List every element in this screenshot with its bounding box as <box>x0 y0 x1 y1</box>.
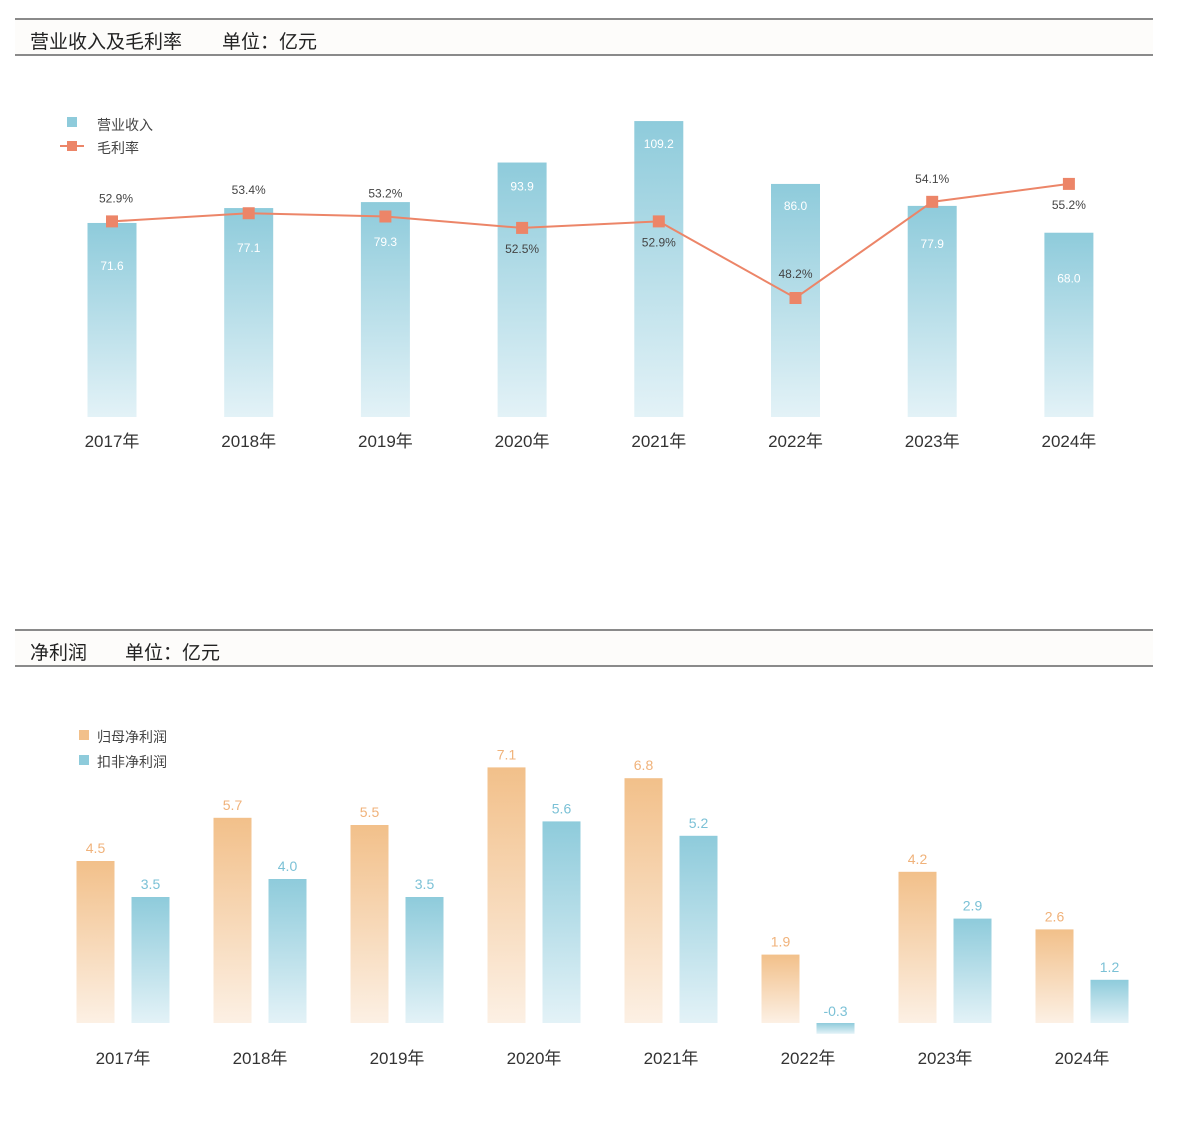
net-profit-bar <box>487 767 526 1023</box>
gross-margin-value-label: 53.4% <box>232 183 266 197</box>
x-tick-label: 2018年 <box>221 432 276 451</box>
x-tick-label: 2023年 <box>918 1049 973 1068</box>
gross-margin-line <box>111 182 1070 300</box>
x-tick-label: 2022年 <box>768 432 823 451</box>
revenue-value-label: 71.6 <box>100 259 124 273</box>
net-profit-value-label: 4.5 <box>86 840 106 856</box>
gross-margin-value-label: 54.1% <box>915 172 949 186</box>
revenue-value-label: 93.9 <box>510 180 534 194</box>
net-profit-bar <box>76 861 115 1023</box>
gross-margin-value-label: 52.5% <box>505 242 539 256</box>
revenue-bar <box>87 222 137 417</box>
gross-margin-value-label: 53.2% <box>368 187 402 201</box>
x-tick-label: 2020年 <box>507 1049 562 1068</box>
net-profit-value-label: 1.9 <box>771 934 791 950</box>
gross-margin-marker <box>1062 177 1075 190</box>
x-tick-label: 2023年 <box>905 432 960 451</box>
deducted-profit-value-label: 4.0 <box>278 858 298 874</box>
deducted-profit-bar <box>131 897 170 1023</box>
legend-label-deducted-profit: 扣非净利润 <box>97 755 167 771</box>
revenue-chart-unit: 单位：亿元 <box>222 31 318 53</box>
revenue-bar <box>224 208 274 417</box>
net-profit-bar <box>1035 929 1074 1023</box>
legend-swatch-net-profit <box>79 730 89 740</box>
net-profit-bar <box>898 871 937 1023</box>
revenue-bar <box>360 202 410 417</box>
net-profit-chart-legend: 归母净利润 扣非净利润 <box>79 729 167 771</box>
net-profit-bar <box>624 778 663 1023</box>
legend-label-net-profit: 归母净利润 <box>97 729 167 746</box>
revenue-bar <box>1044 232 1094 417</box>
revenue-bar <box>497 162 547 417</box>
revenue-value-label: 68.0 <box>1057 272 1081 286</box>
gross-margin-value-label: 52.9% <box>642 235 676 249</box>
legend-label-margin: 毛利率 <box>97 140 139 157</box>
gross-margin-marker <box>242 207 255 220</box>
gross-margin-marker <box>652 215 665 228</box>
x-tick-label: 2020年 <box>495 432 550 451</box>
deducted-profit-value-label: 3.5 <box>141 876 161 892</box>
deducted-profit-bar <box>542 821 581 1023</box>
gross-margin-marker <box>516 221 529 234</box>
deducted-profit-value-label: 3.5 <box>415 876 435 892</box>
x-tick-label: 2019年 <box>358 432 413 451</box>
legend-label-revenue: 营业收入 <box>97 118 153 134</box>
legend-swatch-deducted-profit <box>79 755 89 765</box>
revenue-value-label: 109.2 <box>644 137 674 151</box>
revenue-value-label: 77.1 <box>237 241 261 255</box>
x-tick-label: 2017年 <box>85 432 140 451</box>
x-tick-label: 2021年 <box>631 432 686 451</box>
net-profit-value-label: 6.8 <box>634 757 654 773</box>
revenue-value-label: 79.3 <box>374 235 398 249</box>
revenue-value-label: 77.9 <box>921 237 945 251</box>
gross-margin-marker <box>926 195 939 208</box>
x-tick-label: 2024年 <box>1055 1049 1110 1068</box>
net-profit-chart-title: 净利润 <box>30 642 88 664</box>
revenue-chart-title: 营业收入及毛利率 <box>30 31 183 53</box>
revenue-margin-chart: 营业收入 毛利率 71.6 77.1 79.3 93.9 109.2 86.0 77.9 68… <box>60 117 1096 451</box>
deducted-profit-value-label: 2.9 <box>963 898 983 914</box>
deducted-profit-bar <box>953 918 992 1023</box>
revenue-bar <box>907 205 957 417</box>
gross-margin-marker <box>379 210 392 223</box>
net-profit-value-label: 7.1 <box>497 746 517 762</box>
x-tick-label: 2022年 <box>781 1049 836 1068</box>
deducted-profit-value-label: 1.2 <box>1100 959 1120 975</box>
revenue-value-label: 86.0 <box>784 199 808 213</box>
legend-swatch-revenue <box>67 117 77 127</box>
gross-margin-value-label: 48.2% <box>778 267 812 281</box>
net-profit-section-header: 净利润 单位：亿元 <box>15 629 1153 667</box>
revenue-bar <box>634 121 684 418</box>
net-profit-bar <box>350 825 389 1023</box>
gross-margin-marker <box>106 215 118 228</box>
deducted-profit-bar <box>405 897 444 1023</box>
deducted-profit-value-label: -0.3 <box>823 1003 847 1019</box>
net-profit-bar <box>213 817 252 1023</box>
net-profit-value-label: 2.6 <box>1045 908 1065 924</box>
deducted-profit-bar <box>1090 979 1129 1023</box>
x-tick-label: 2019年 <box>370 1049 425 1068</box>
x-tick-label: 2024年 <box>1041 432 1096 451</box>
deducted-profit-value-label: 5.6 <box>552 800 572 816</box>
net-profit-chart-unit: 单位：亿元 <box>125 642 221 664</box>
legend-marker-margin <box>67 141 77 151</box>
gross-margin-value-label: 55.2% <box>1052 198 1086 212</box>
deducted-profit-bar <box>268 879 307 1023</box>
net-profit-value-label: 4.2 <box>908 851 928 867</box>
x-tick-label: 2021年 <box>644 1049 699 1068</box>
net-profit-chart: 归母净利润 扣非净利润 4.5 3.5 5.7 4.0 5.5 3.5 7.1 5.6 6.8 5… <box>76 729 1129 1068</box>
x-tick-label: 2017年 <box>96 1049 151 1068</box>
net-profit-value-label: 5.7 <box>223 797 243 813</box>
revenue-section-header: 营业收入及毛利率 单位：亿元 <box>15 18 1153 56</box>
net-profit-bar <box>761 954 800 1023</box>
deducted-profit-value-label: 5.2 <box>689 815 709 831</box>
gross-margin-value-label: 52.9% <box>99 191 133 205</box>
x-tick-label: 2018年 <box>233 1049 288 1068</box>
deducted-profit-bar <box>816 1023 855 1034</box>
net-profit-value-label: 5.5 <box>360 804 380 820</box>
revenue-chart-legend: 营业收入 毛利率 <box>60 117 153 157</box>
deducted-profit-bar <box>679 835 718 1023</box>
gross-margin-marker <box>789 292 802 304</box>
